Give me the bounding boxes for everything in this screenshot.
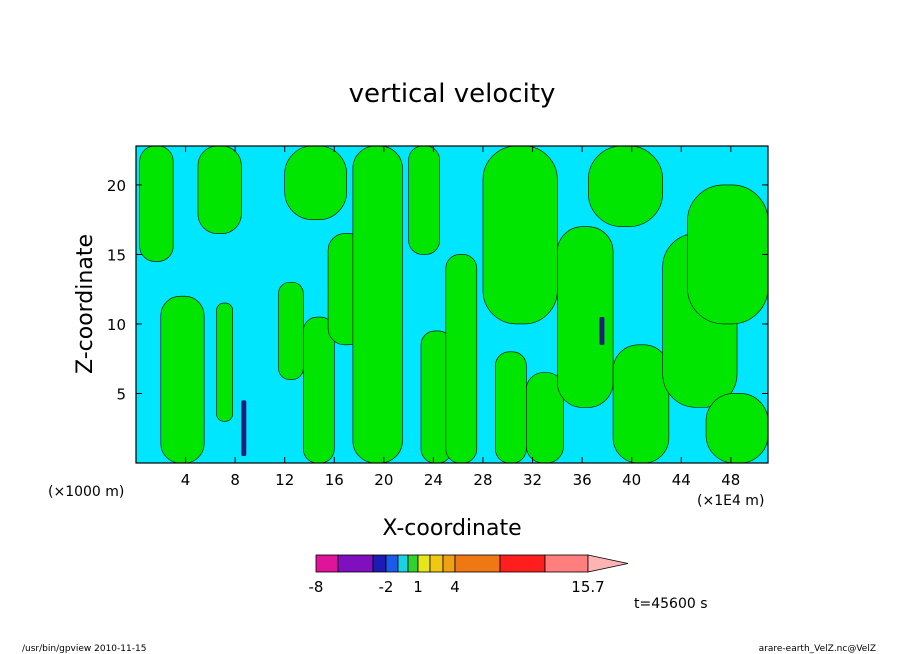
x-unit-right: (×1E4 m) bbox=[697, 493, 764, 509]
positive-velocity-region bbox=[408, 146, 440, 255]
x-tick-label: 4 bbox=[181, 471, 191, 489]
colorbar-label: 1 bbox=[413, 578, 423, 596]
positive-velocity-region bbox=[302, 316, 335, 463]
footer-right: arare-earth_VelZ.nc@VelZ bbox=[759, 644, 876, 654]
positive-velocity-region bbox=[588, 146, 663, 227]
positive-velocity-region bbox=[216, 302, 233, 422]
x-tick-label: 8 bbox=[230, 471, 240, 489]
positive-velocity-region bbox=[705, 393, 768, 463]
x-tick-label: 28 bbox=[473, 471, 492, 489]
colorbar-segment bbox=[397, 554, 409, 573]
positive-velocity-region bbox=[284, 146, 347, 220]
colorbar-arrow bbox=[587, 554, 629, 573]
colorbar-segment bbox=[544, 554, 589, 573]
positive-velocity-region bbox=[495, 351, 527, 463]
y-axis-label: Z-coordinate bbox=[73, 234, 98, 374]
y-tick-label: 20 bbox=[107, 177, 126, 195]
positive-velocity-region bbox=[557, 226, 614, 408]
positive-velocity-region bbox=[445, 254, 478, 463]
x-tick-label: 44 bbox=[672, 471, 691, 489]
plot-frame bbox=[135, 145, 769, 464]
colorbar-segment bbox=[429, 554, 444, 573]
positive-velocity-region bbox=[612, 344, 670, 463]
y-tick-label: 5 bbox=[116, 385, 126, 403]
colorbar-segment bbox=[499, 554, 546, 573]
colorbar-segment bbox=[417, 554, 431, 573]
positive-velocity-region bbox=[687, 184, 768, 325]
y-tick-label: 10 bbox=[107, 316, 126, 334]
colorbar-segment bbox=[454, 554, 501, 573]
x-tick-label: 32 bbox=[523, 471, 542, 489]
colorbar-segment bbox=[372, 554, 387, 573]
colorbar-label: 15.7 bbox=[571, 578, 604, 596]
x-tick-label: 12 bbox=[275, 471, 294, 489]
positive-velocity-region bbox=[139, 146, 174, 262]
positive-velocity-region bbox=[160, 295, 205, 463]
x-tick-label: 40 bbox=[622, 471, 641, 489]
positive-velocity-region bbox=[278, 281, 304, 380]
colorbar-segment bbox=[337, 554, 374, 573]
x-tick-label: 20 bbox=[374, 471, 393, 489]
colorbar-segment bbox=[315, 554, 339, 573]
colorbar-segment bbox=[442, 554, 456, 573]
positive-velocity-region bbox=[352, 146, 403, 463]
strong-velocity-region bbox=[599, 317, 605, 345]
colorbar-label: -2 bbox=[379, 578, 394, 596]
chart-title: vertical velocity bbox=[349, 79, 556, 109]
x-tick-label: 16 bbox=[325, 471, 344, 489]
x-tick-label: 24 bbox=[424, 471, 443, 489]
positive-velocity-region bbox=[482, 146, 558, 325]
y-tick-label: 15 bbox=[107, 246, 126, 264]
colorbar-segment bbox=[407, 554, 419, 573]
x-axis-label: X-coordinate bbox=[382, 516, 521, 541]
positive-velocity-region bbox=[526, 372, 564, 463]
time-annotation: t=45600 s bbox=[634, 596, 708, 612]
x-tick-label: 36 bbox=[573, 471, 592, 489]
colorbar-segment bbox=[385, 554, 399, 573]
x-unit-left: (×1000 m) bbox=[48, 484, 124, 500]
colorbar-label: -8 bbox=[309, 578, 324, 596]
footer-left: /usr/bin/gpview 2010-11-15 bbox=[22, 644, 146, 654]
colorbar-label: 4 bbox=[450, 578, 460, 596]
strong-velocity-region bbox=[241, 400, 247, 457]
colorbar: -8 -2 1 4 15.7 bbox=[309, 554, 629, 596]
x-tick-label: 48 bbox=[721, 471, 740, 489]
positive-velocity-region bbox=[197, 146, 242, 234]
